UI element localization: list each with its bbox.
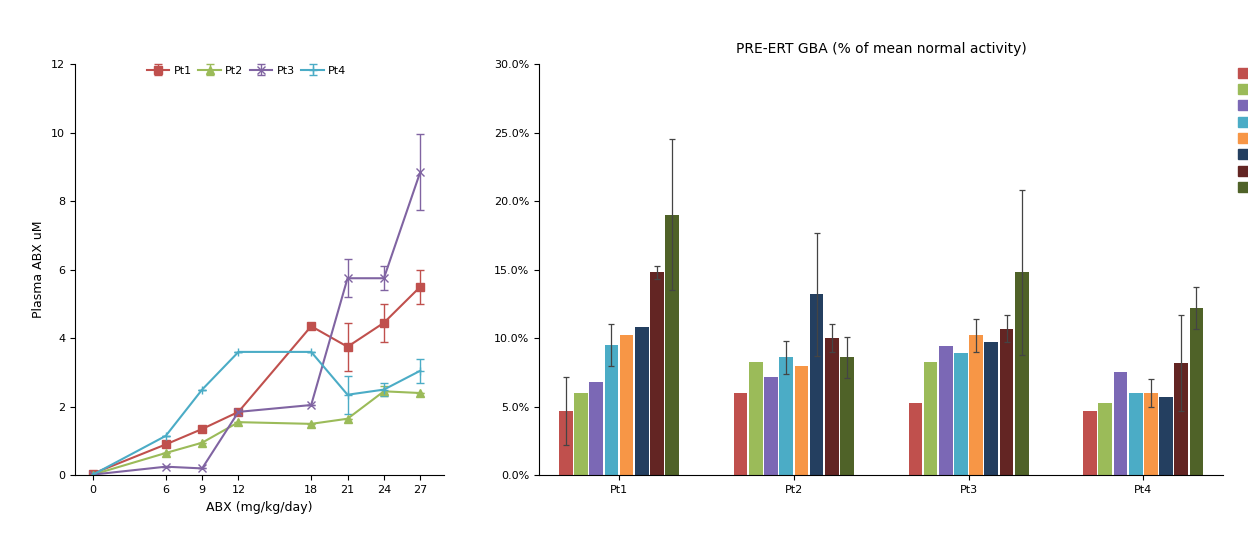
Bar (620, 335, 634, 475)
Bar (749, 362, 763, 475)
Bar (938, 347, 952, 475)
Bar (1000, 328, 1013, 475)
Bar (825, 338, 839, 475)
Bar (779, 357, 792, 475)
Y-axis label: Plasma ABX uM: Plasma ABX uM (32, 221, 45, 318)
Bar (953, 354, 967, 475)
Bar (635, 327, 649, 475)
Bar (1144, 393, 1158, 475)
Bar (1015, 272, 1028, 475)
X-axis label: ABX (mg/kg/day): ABX (mg/kg/day) (206, 500, 313, 514)
Bar (1174, 363, 1188, 475)
Bar (909, 403, 922, 475)
Bar (795, 366, 809, 475)
Bar (1159, 397, 1173, 475)
Bar (764, 376, 778, 475)
Bar (1129, 393, 1142, 475)
Bar (734, 393, 748, 475)
Bar (574, 393, 588, 475)
Bar (924, 362, 937, 475)
Bar (970, 335, 983, 475)
Bar (1098, 403, 1112, 475)
Bar (650, 272, 664, 475)
Bar (1189, 308, 1203, 475)
Bar (840, 357, 854, 475)
Bar (589, 382, 603, 475)
Bar (985, 342, 998, 475)
Bar (559, 411, 573, 475)
Bar (810, 294, 824, 475)
Legend: Pt1, Pt2, Pt3, Pt4: Pt1, Pt2, Pt3, Pt4 (147, 66, 347, 75)
Bar (1083, 411, 1097, 475)
Bar (1113, 373, 1127, 475)
Bar (604, 345, 618, 475)
Title: PRE-ERT GBA (% of mean normal activity): PRE-ERT GBA (% of mean normal activity) (736, 42, 1027, 56)
Legend: 0 mg/kg/day, 6 mg/kg/day, 9 mg/kg/day, 12 mg/kg/day, 18 mg/kg/day, 21 mg/kg/day,: 0 mg/kg/day, 6 mg/kg/day, 9 mg/kg/day, 1… (1236, 66, 1248, 195)
Bar (665, 215, 679, 475)
